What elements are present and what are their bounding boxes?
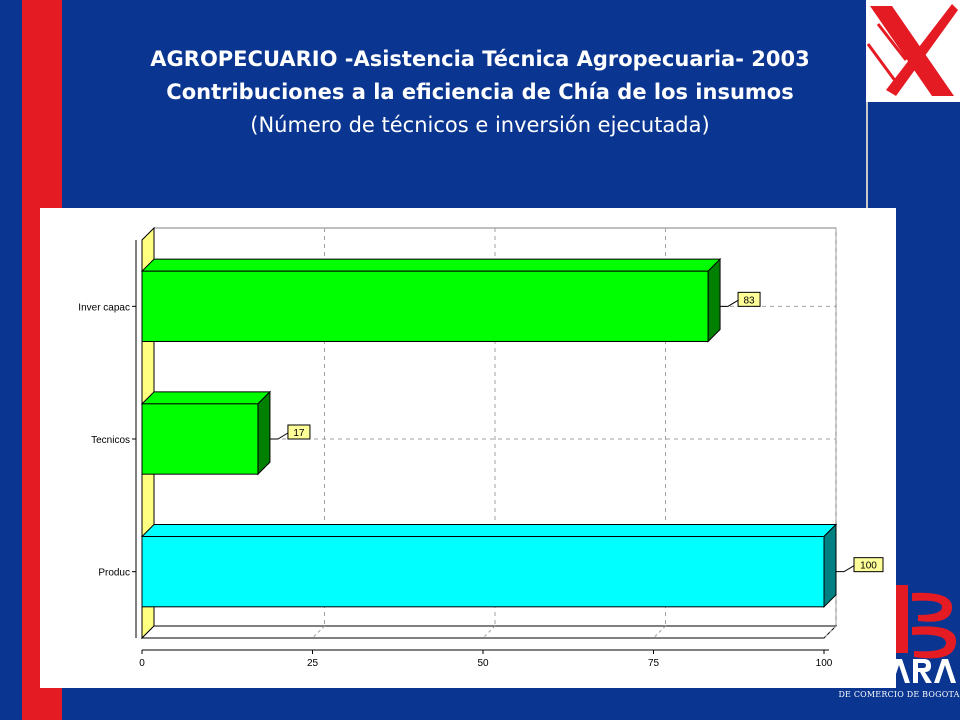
brand-logo-text bbox=[888, 659, 956, 683]
gridline-floor-4 bbox=[823, 625, 837, 639]
logo-x-mark bbox=[866, 0, 960, 102]
category-label-2: Produc bbox=[98, 568, 130, 579]
data-label-box-0 bbox=[737, 291, 761, 307]
bar-2 bbox=[141, 536, 825, 608]
bar-top-2 bbox=[140, 524, 838, 538]
category-label-1: Tecnicos bbox=[91, 435, 130, 446]
title-line-1: AGROPECUARIO -Asistencia Técnica Agropec… bbox=[150, 47, 810, 71]
bar-top-0 bbox=[140, 258, 722, 272]
data-label-0: 83 bbox=[743, 295, 755, 306]
gridline-floor-2 bbox=[482, 625, 496, 639]
bar-1 bbox=[141, 403, 259, 475]
chart-panel: 0 25 50 75 100 83 Inver capac 17 Tecnicos 100 Prod… bbox=[40, 208, 896, 688]
bar-side-1 bbox=[257, 390, 271, 476]
bar-top-1 bbox=[140, 391, 272, 405]
data-label-box-1 bbox=[287, 424, 311, 440]
logo-x-stroke-3 bbox=[866, 13, 922, 83]
data-label-leader-0 bbox=[720, 299, 739, 307]
data-label-box-2 bbox=[853, 557, 884, 573]
brand-subtitle: DE COMERCIO DE BOGOTA bbox=[838, 690, 960, 699]
category-label-0: Inver capac bbox=[78, 302, 130, 313]
gridline-floor-1 bbox=[312, 625, 325, 639]
bar-0 bbox=[141, 270, 709, 342]
bar-chart: 0 25 50 75 100 83 Inver capac 17 Tecnicos 100 Prod… bbox=[78, 226, 884, 669]
title-line-3: (Número de técnicos e inversión ejecutad… bbox=[250, 113, 710, 137]
title-line-2: Contribuciones a la eficiencia de Chía d… bbox=[166, 80, 794, 104]
x-tick-label-4: 100 bbox=[816, 658, 833, 669]
x-tick-label-2: 50 bbox=[477, 658, 489, 669]
x-tick-label-1: 25 bbox=[307, 658, 319, 669]
gridline-floor-3 bbox=[653, 625, 666, 639]
bar-side-0 bbox=[707, 257, 721, 343]
data-label-leader-2 bbox=[836, 565, 855, 573]
divider-line bbox=[866, 0, 868, 210]
logo-x-stroke-2 bbox=[886, 4, 958, 96]
data-label-2: 100 bbox=[860, 561, 877, 572]
data-label-leader-1 bbox=[269, 432, 289, 440]
logo-x-stroke-1 bbox=[870, 6, 954, 96]
bar-side-2 bbox=[823, 523, 837, 609]
x-tick-label-3: 75 bbox=[648, 658, 660, 669]
logo-b-mark bbox=[896, 585, 960, 680]
x-tick-label-0: 0 bbox=[139, 658, 145, 669]
data-label-1: 17 bbox=[293, 428, 305, 439]
